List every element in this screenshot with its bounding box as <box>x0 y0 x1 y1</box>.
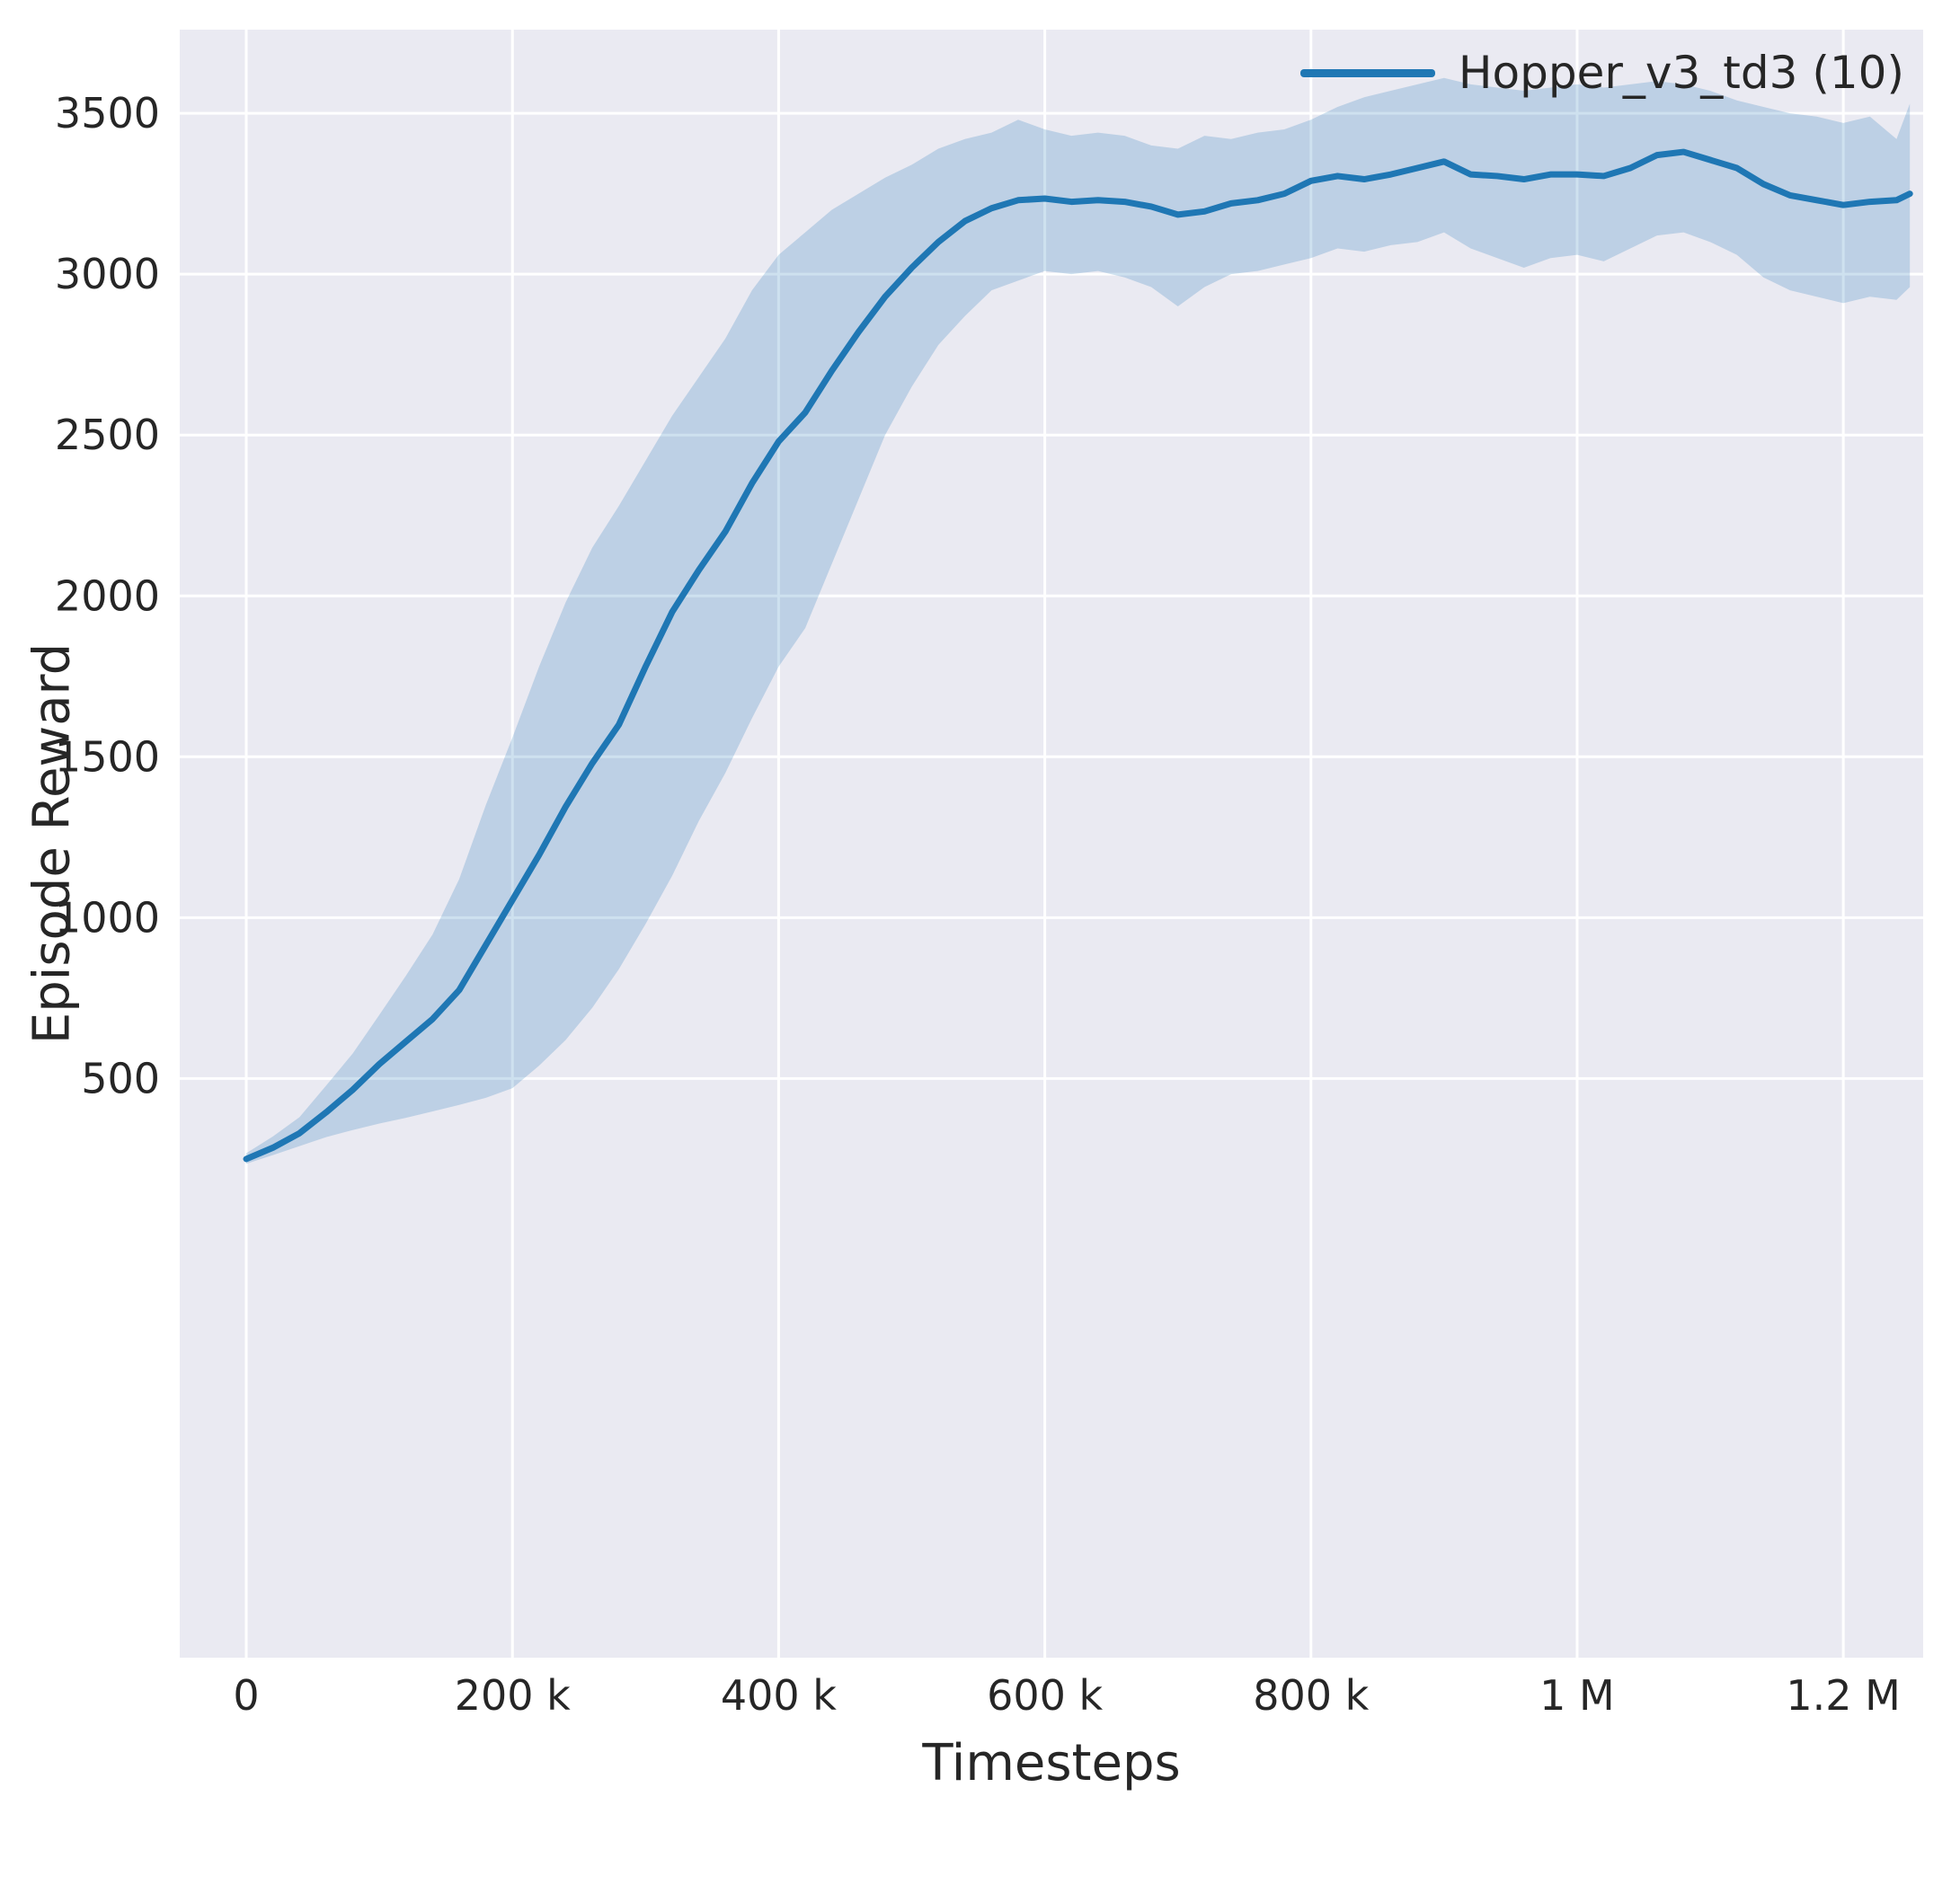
x-tick-label: 400 k <box>721 1671 837 1720</box>
y-axis-label: Episode Reward <box>22 642 82 1045</box>
x-tick-label: 1 M <box>1539 1671 1615 1720</box>
legend-label: Hopper_v3_td3 (10) <box>1458 47 1904 99</box>
plot-area <box>180 30 1923 1658</box>
x-axis-label: Timesteps <box>922 1734 1181 1792</box>
y-tick-label: 2500 <box>55 411 160 459</box>
gridlines <box>180 30 1923 1658</box>
y-tick-label: 3000 <box>55 250 160 298</box>
mean-line <box>243 148 1913 1163</box>
x-tick-label: 200 k <box>455 1671 571 1720</box>
confidence-band <box>246 77 1911 1164</box>
y-tick-label: 1000 <box>55 893 160 942</box>
x-tick-label: 800 k <box>1253 1671 1369 1720</box>
y-tick-label: 1500 <box>55 732 160 781</box>
legend: Hopper_v3_td3 (10) <box>1299 47 1904 99</box>
y-tick-label: 2000 <box>55 571 160 620</box>
x-tick-label: 0 <box>233 1671 259 1720</box>
y-tick-label: 500 <box>81 1054 160 1102</box>
x-tick-label: 1.2 M <box>1786 1671 1900 1720</box>
y-tick-label: 3500 <box>55 89 160 137</box>
legend-line-swatch <box>1299 68 1435 77</box>
x-tick-label: 600 k <box>987 1671 1103 1720</box>
